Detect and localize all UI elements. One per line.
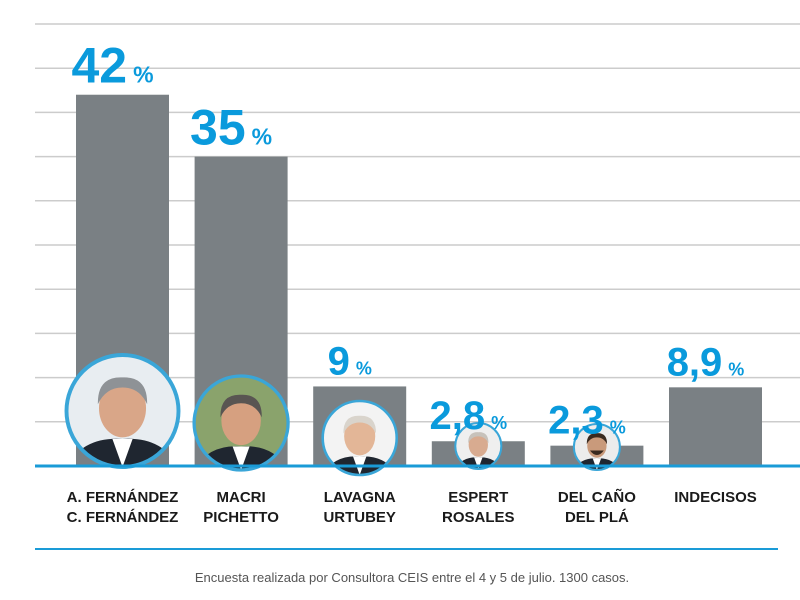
value-labels: 42 %35 %9 %2,8% 2,3 %8,9% (71, 38, 744, 443)
category-line: ESPERT (448, 489, 508, 506)
bar-indecisos (669, 387, 762, 466)
category-label-macri: MACRI PICHETTO (203, 489, 279, 526)
value-number: 9 (328, 339, 350, 383)
footnote: Encuesta realizada por Consultora CEIS e… (195, 570, 629, 585)
value-number: 2,3 (548, 399, 604, 443)
value-label: 42% (71, 38, 153, 94)
value-label: 2,8% (429, 394, 507, 438)
category-line: PICHETTO (203, 509, 279, 526)
category-line: LAVAGNA (324, 489, 396, 506)
percent-sign: % (491, 413, 507, 433)
value-label: 35% (190, 100, 272, 156)
percent-sign: % (356, 358, 372, 378)
category-line: URTUBEY (323, 509, 396, 526)
category-label-espert: ESPERT ROSALES (442, 489, 515, 526)
category-line: DEL PLÁ (565, 509, 629, 526)
category-line: DEL CAÑO (558, 488, 636, 506)
value-number: 8,9 (667, 340, 723, 384)
value-label: 9% (328, 339, 372, 383)
category-label-a-fernandez: A. FERNÁNDEZ C. FERNÁNDEZ (67, 489, 179, 526)
value-label: 2,3% (548, 399, 626, 443)
percent-sign: % (133, 62, 153, 88)
percent-sign: % (252, 124, 272, 150)
category-line: MACRI (217, 489, 266, 506)
value-number: 42 (71, 38, 127, 94)
category-label-del-cano: DEL CAÑO DEL PLÁ (558, 488, 636, 526)
percent-sign: % (610, 418, 626, 438)
portrait-macri-icon (192, 374, 290, 472)
category-line: A. FERNÁNDEZ (67, 489, 179, 506)
category-labels: A. FERNÁNDEZ C. FERNÁNDEZ MACRI PICHETTO LAV… (67, 488, 757, 526)
portrait-lavagna-icon (321, 399, 398, 477)
category-line: ROSALES (442, 509, 515, 526)
portraits (64, 353, 621, 477)
portrait-a-fernandez-icon (64, 353, 181, 469)
portrait-espert-icon (454, 422, 503, 470)
value-label: 8,9% (667, 340, 745, 384)
percent-sign: % (728, 359, 744, 379)
category-line: C. FERNÁNDEZ (67, 509, 179, 526)
value-number: 35 (190, 100, 246, 156)
category-label-lavagna: LAVAGNA URTUBEY (323, 489, 396, 526)
category-line: INDECISOS (674, 489, 757, 506)
value-number: 2,8 (429, 394, 485, 438)
category-label-indecisos: INDECISOS (674, 489, 757, 506)
